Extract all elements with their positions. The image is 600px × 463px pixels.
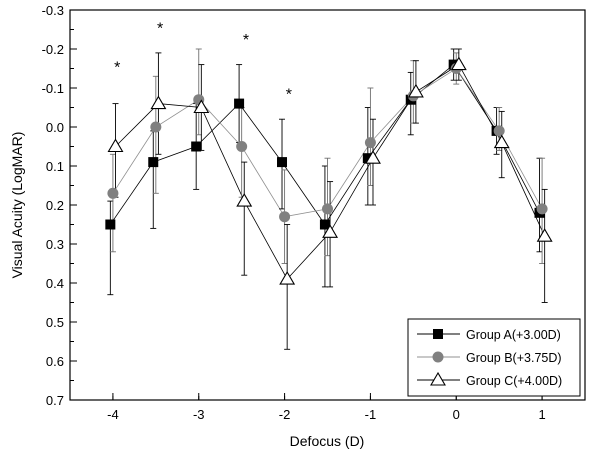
data-point (236, 141, 248, 152)
y-tick-label: 0.5 (46, 315, 64, 330)
y-tick-label: 0.2 (46, 198, 64, 213)
legend-label: Group B(+3.75D) (466, 351, 562, 365)
data-point (493, 125, 505, 137)
legend-marker (433, 329, 443, 339)
y-tick-label: 0.7 (46, 393, 64, 408)
x-tick-label: 0 (453, 407, 460, 422)
legend: Group A(+3.00D) Group B(+3.75D) Group C(+4… (407, 318, 581, 397)
y-axis-title: Visual Acuity (LogMAR) (9, 132, 25, 279)
y-tick-label: -0.1 (42, 81, 64, 96)
significance-star: * (114, 59, 120, 76)
data-point (450, 56, 467, 71)
data-point (236, 193, 253, 207)
significance-annotations: * * * * (114, 20, 292, 103)
data-point (365, 150, 381, 164)
data-markers (105, 56, 553, 285)
data-point (105, 219, 116, 230)
data-point (279, 211, 291, 223)
data-point (234, 98, 245, 109)
significance-star: * (286, 87, 292, 104)
data-point (150, 121, 162, 133)
data-point (407, 83, 424, 98)
data-point (364, 137, 376, 149)
y-tick-label: 0.3 (46, 237, 64, 252)
data-point (191, 141, 202, 152)
significance-star: * (157, 20, 163, 37)
x-axis-title: Defocus (D) (290, 433, 365, 449)
legend-marker (430, 371, 446, 386)
y-tick-label: 0.4 (46, 276, 64, 291)
x-tick-label: 1 (538, 407, 545, 422)
x-tick-label: -2 (279, 407, 291, 422)
data-point (193, 99, 210, 114)
data-point (536, 228, 553, 242)
data-point (493, 134, 510, 149)
data-point (107, 187, 119, 199)
legend-label: Group A(+3.00D) (466, 328, 561, 342)
y-tick-label: 0.1 (46, 159, 64, 174)
y-tick-label: -0.3 (42, 3, 64, 18)
y-tick-label: 0.6 (46, 354, 64, 369)
legend-label: Group C(+4.00D) (466, 374, 562, 388)
significance-star: * (243, 32, 249, 49)
data-point (536, 203, 548, 215)
data-point (277, 157, 288, 168)
data-point (322, 203, 333, 215)
legend-marker (432, 351, 444, 363)
y-tick-label: -0.2 (42, 42, 64, 57)
data-point (362, 153, 373, 164)
data-point (150, 95, 167, 110)
error-bars (107, 48, 548, 350)
x-tick-label: -1 (365, 407, 377, 422)
y-tick-label: 0.0 (46, 120, 64, 135)
axis-ticks: -4 -3 -2 -1 0 1 -0.3 -0.2 -0.1 0.0 0.1 0.2 0.3 0.4 0.5… (42, 3, 546, 422)
data-point (279, 271, 296, 285)
data-point (322, 224, 339, 238)
x-tick-label: -3 (193, 407, 205, 422)
data-point (148, 157, 159, 168)
x-tick-label: -4 (107, 407, 119, 422)
data-point (107, 138, 124, 153)
data-point (319, 219, 330, 230)
